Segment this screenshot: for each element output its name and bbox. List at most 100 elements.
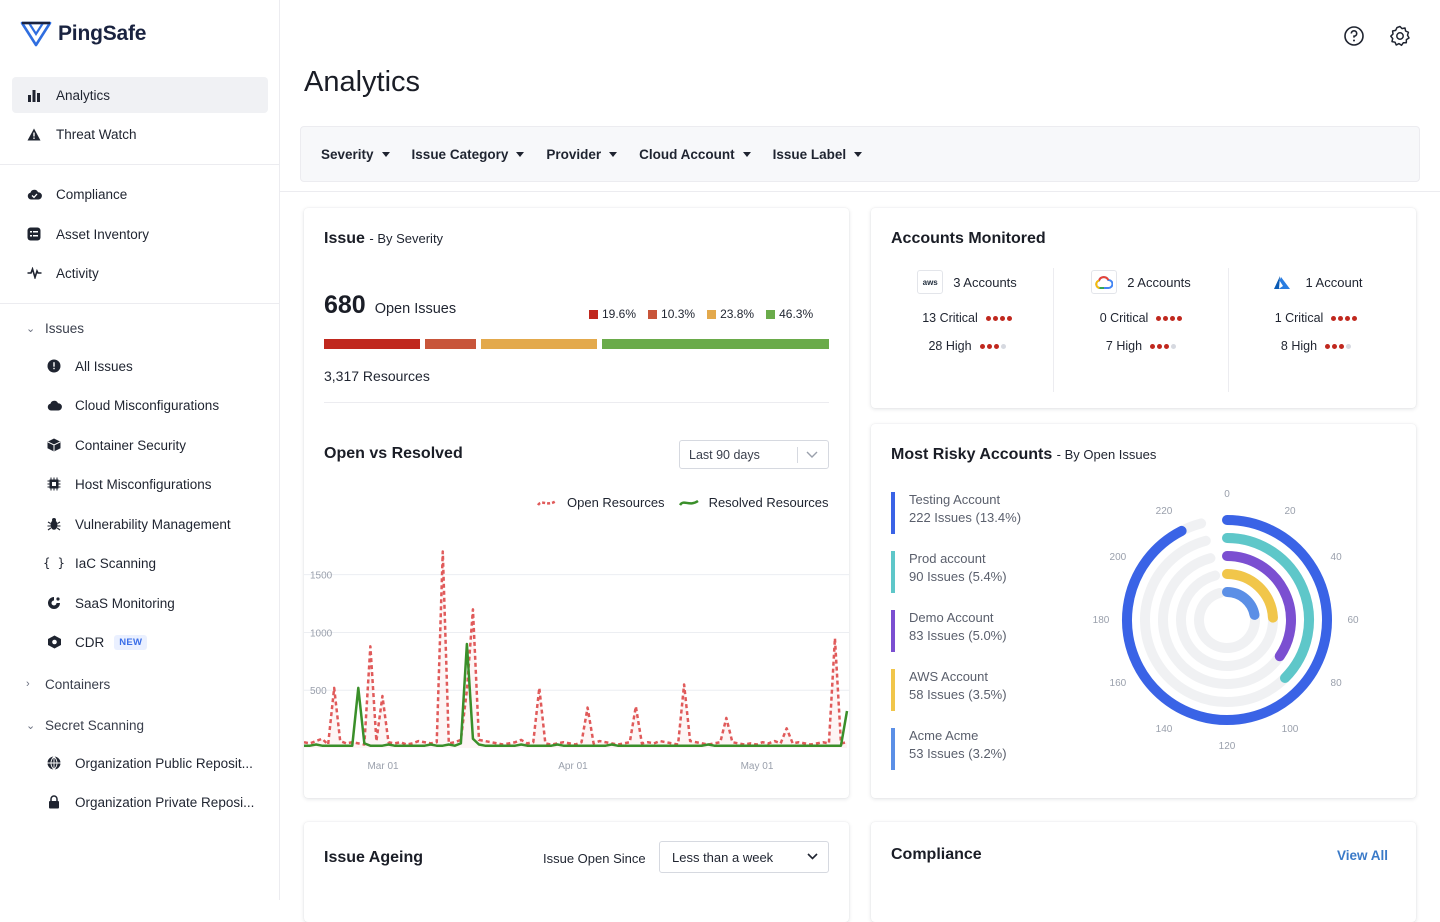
filter-issue-label[interactable]: Issue Label (773, 147, 863, 162)
filter-severity[interactable]: Severity (321, 147, 390, 162)
radial-bar[interactable] (1222, 551, 1296, 662)
issues-pct: (13.4%) (975, 510, 1022, 525)
legend-solid-line-icon (678, 499, 699, 506)
radial-tick-label: 40 (1331, 552, 1343, 563)
chart-legend: Open Resources Resolved Resources (537, 495, 829, 510)
x-tick-label: May 01 (741, 761, 774, 772)
sidebar-item-vulnerability-management[interactable]: Vulnerability Management (12, 506, 268, 542)
severity-legend-item: 23.8% (707, 307, 754, 321)
sidebar-item-threat-watch[interactable]: Threat Watch (12, 116, 268, 152)
radial-bar[interactable] (1222, 533, 1314, 683)
sidebar-item-label: CDR (75, 634, 105, 650)
high-count: 28 High (928, 339, 972, 353)
critical-dots (1156, 315, 1183, 321)
severity-bar-segment (324, 339, 421, 349)
risky-account-item[interactable]: Testing Account 222 Issues (13.4%) (891, 492, 1091, 534)
open-issues-count: 680 (324, 291, 366, 319)
filter-provider[interactable]: Provider (546, 147, 618, 162)
cloud-icon (46, 397, 62, 413)
app-logo[interactable]: PingSafe (20, 20, 146, 48)
provider-azure[interactable]: 1 Account 1 Critical 8 High (1231, 266, 1401, 392)
issue-ageing-title: Issue Ageing (324, 849, 423, 866)
provider-header: aws 3 Accounts (882, 266, 1052, 298)
risky-account-item[interactable]: AWS Account 58 Issues (3.5%) (891, 669, 1091, 711)
caret-down-icon (742, 151, 751, 157)
sidebar-item-iac-scanning[interactable]: { } IaC Scanning (12, 545, 268, 581)
radial-tick-label: 60 (1347, 615, 1359, 626)
sidebar-group-containers[interactable]: › Containers (12, 667, 268, 701)
risky-account-item[interactable]: Demo Account 83 Issues (5.0%) (891, 610, 1091, 652)
sidebar-item-analytics[interactable]: Analytics (12, 77, 268, 113)
high-dots (979, 343, 1006, 349)
resolved-resources-line (304, 642, 849, 747)
issue-card-title: Issue (324, 230, 365, 247)
radial-bar[interactable] (1222, 569, 1278, 623)
provider-accounts: 2 Accounts (1127, 274, 1191, 290)
code-icon: { } (43, 556, 65, 570)
risky-card-header: Most Risky Accounts - By Open Issues (891, 446, 1156, 464)
sidebar-item-saas-monitoring[interactable]: SaaS Monitoring (12, 585, 268, 621)
radial-tick-label: 120 (1219, 741, 1236, 752)
legend-dashed-line-icon (537, 499, 557, 506)
severity-pct: 23.8% (720, 307, 755, 321)
sidebar-divider (0, 303, 279, 304)
issue-open-since-select[interactable]: Less than a week (659, 841, 829, 873)
high-dots (1325, 343, 1352, 349)
radial-bar[interactable] (1122, 515, 1332, 725)
provider-gcp[interactable]: 2 Accounts 0 Critical 7 High (1056, 266, 1226, 392)
view-all-link[interactable]: View All (1337, 848, 1389, 863)
open-resources-line (304, 550, 848, 746)
severity-bar-segment (480, 339, 598, 349)
filter-issue-category[interactable]: Issue Category (412, 147, 525, 162)
gear-icon (1390, 25, 1410, 47)
column-divider (1053, 268, 1054, 392)
severity-bar-segment (602, 339, 829, 349)
severity-legend-item: 46.3% (766, 307, 813, 321)
high-row: 8 High (1231, 338, 1401, 354)
legend-label-resolved: Resolved Resources (708, 495, 829, 510)
settings-button[interactable] (1388, 24, 1412, 48)
sidebar-item-org-private-repos[interactable]: Organization Private Reposi... (12, 784, 268, 820)
sidebar-item-host-misconfigurations[interactable]: Host Misconfigurations (12, 466, 268, 502)
risky-account-issues: 222 Issues (13.4%) (909, 510, 1091, 525)
header-divider (280, 191, 1440, 192)
risky-account-item[interactable]: Acme Acme 53 Issues (3.2%) (891, 728, 1091, 770)
issues-pct: (3.5%) (968, 687, 1007, 702)
sidebar-item-cdr[interactable]: CDR NEW (12, 624, 268, 660)
sidebar: PingSafe Analytics Threat Watch Complian… (0, 0, 280, 900)
sidebar-item-activity[interactable]: Activity (12, 255, 268, 291)
legend-swatch (589, 310, 598, 319)
provider-aws[interactable]: aws 3 Accounts 13 Critical 28 High (882, 266, 1052, 392)
risky-account-issues: 90 Issues (5.4%) (909, 569, 1091, 584)
sidebar-item-label: IaC Scanning (75, 555, 157, 571)
bar-chart-icon (26, 87, 42, 103)
date-range-value: Last 90 days (689, 447, 760, 462)
x-tick-label: Apr 01 (558, 761, 588, 772)
filter-cloud-account[interactable]: Cloud Account (639, 147, 751, 162)
risky-card-subtitle: - By Open Issues (1056, 447, 1157, 462)
issues-pct: (5.0%) (968, 628, 1007, 643)
app-name: PingSafe (58, 22, 147, 45)
risky-account-item[interactable]: Prod account 90 Issues (5.4%) (891, 551, 1091, 593)
issues-count: 58 Issues (909, 687, 965, 702)
sidebar-item-all-issues[interactable]: All Issues (12, 348, 268, 384)
chevron-right-icon: › (26, 678, 30, 690)
sidebar-item-container-security[interactable]: Container Security (12, 427, 268, 463)
activity-icon (26, 265, 42, 281)
help-button[interactable] (1342, 24, 1366, 48)
sidebar-item-cloud-misconfigurations[interactable]: Cloud Misconfigurations (12, 387, 268, 423)
sidebar-item-asset-inventory[interactable]: Asset Inventory (12, 216, 268, 252)
radial-tick-label: 200 (1110, 552, 1127, 563)
sidebar-item-org-public-repos[interactable]: Organization Public Reposit... (12, 745, 268, 781)
sidebar-item-compliance[interactable]: Compliance (12, 176, 268, 212)
date-range-select[interactable]: Last 90 days (679, 440, 829, 469)
sidebar-group-issues[interactable]: ⌄ Issues (12, 311, 268, 345)
legend-swatch (648, 310, 658, 319)
caret-down-icon (854, 151, 863, 157)
chevron-down-icon: ⌄ (26, 322, 36, 335)
open-vs-resolved-chart: 1500 1000 500 Mar 01 Apr 01 May 01 (304, 550, 849, 772)
help-icon (1344, 26, 1364, 46)
radial-bar[interactable] (1222, 587, 1260, 620)
sidebar-group-secret-scanning[interactable]: ⌄ Secret Scanning (12, 708, 268, 742)
host-icon (46, 476, 62, 492)
